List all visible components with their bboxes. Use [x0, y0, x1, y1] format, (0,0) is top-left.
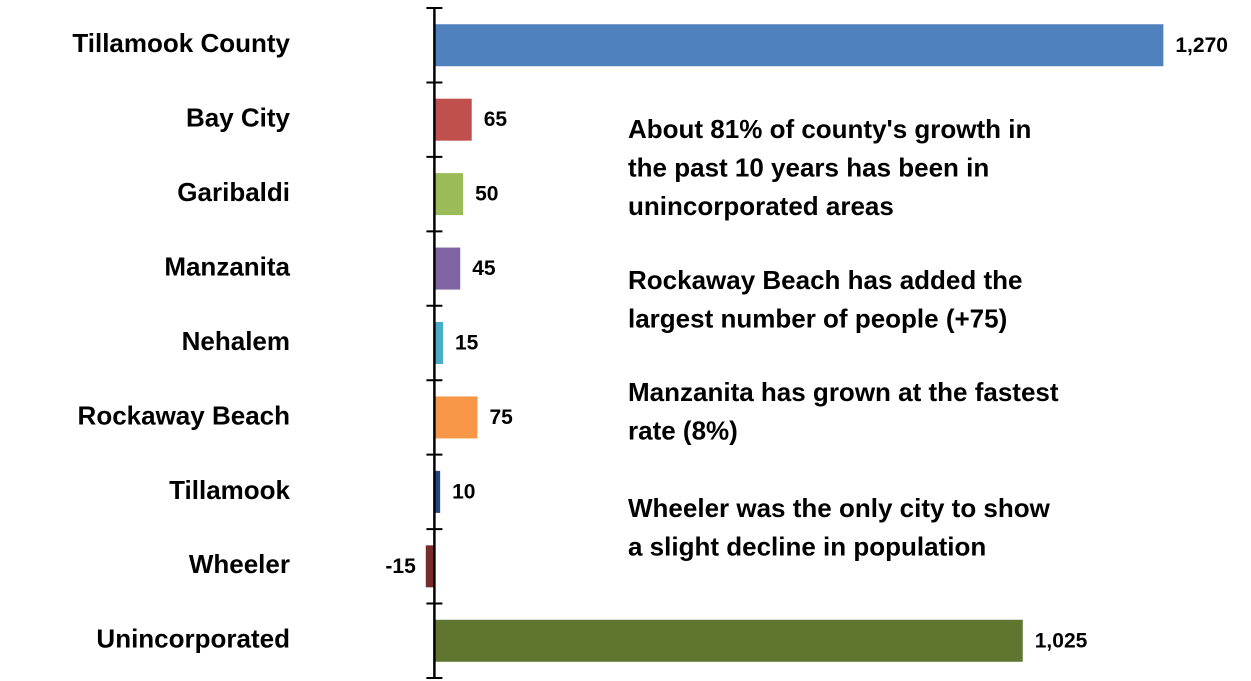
y-tick-label: Wheeler	[189, 549, 290, 579]
data-label: 10	[452, 480, 475, 503]
annotation: Rockaway Beach has added the	[628, 265, 1022, 295]
bar	[425, 545, 435, 588]
annotation: About 81% of county's growth in	[628, 114, 1031, 144]
y-tick-label: Rockaway Beach	[78, 400, 290, 430]
bar	[434, 173, 464, 216]
data-label: 15	[455, 332, 479, 355]
bar	[434, 247, 461, 290]
bar	[434, 396, 478, 439]
y-tick-label: Bay City	[186, 103, 291, 133]
annotation: Wheeler was the only city to show	[628, 493, 1051, 523]
y-tick-label: Tillamook County	[72, 28, 290, 58]
bar	[434, 470, 441, 513]
annotation: a slight decline in population	[628, 531, 986, 561]
annotation: Manzanita has grown at the fastest	[628, 377, 1059, 407]
data-label: -15	[385, 555, 416, 578]
data-label: 1,025	[1035, 629, 1088, 652]
data-label: 45	[472, 257, 496, 280]
bar	[434, 98, 472, 141]
data-label: 75	[489, 406, 513, 429]
y-tick-label: Nehalem	[182, 326, 290, 356]
bar	[434, 322, 444, 364]
data-label: 1,270	[1175, 34, 1228, 57]
annotation: largest number of people (+75)	[628, 303, 1007, 333]
y-tick-label: Unincorporated	[96, 624, 290, 654]
annotation: unincorporated areas	[628, 191, 894, 221]
y-tick-label: Garibaldi	[177, 177, 290, 207]
annotation: rate (8%)	[628, 415, 738, 445]
annotation: the past 10 years has been in	[628, 152, 989, 182]
y-tick-label: Manzanita	[164, 251, 290, 281]
bar	[434, 619, 1023, 662]
bar	[434, 24, 1164, 67]
data-label: 50	[475, 183, 498, 206]
data-label: 65	[484, 108, 508, 131]
y-tick-label: Tillamook	[169, 475, 290, 505]
